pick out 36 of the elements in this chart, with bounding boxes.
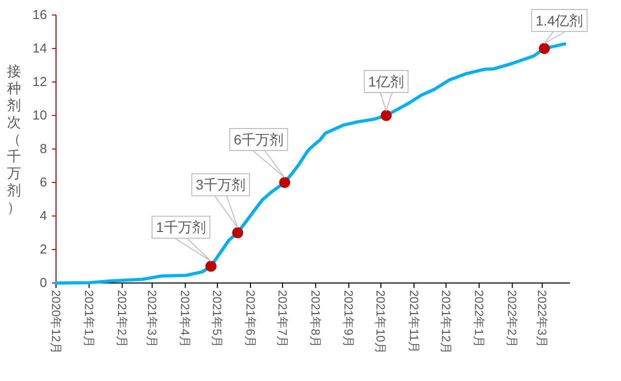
y-tick-label: 2 [40, 242, 47, 257]
annotation: 3千万剂 [196, 176, 246, 193]
annotation: 1.4亿剂 [536, 12, 584, 28]
x-tick-label: 2021年3月 [144, 290, 159, 348]
x-tick-label: 2021年2月 [115, 290, 130, 348]
y-tick-label: 10 [32, 108, 47, 123]
x-tick-label: 2020年12月 [48, 290, 63, 354]
x-tick-label: 2021年1月 [82, 290, 96, 348]
y-tick-label: 12 [32, 74, 47, 90]
point [205, 260, 216, 272]
x-tick-label: 2022年1月 [472, 290, 486, 348]
x-tick-label: 2021年7月 [275, 290, 290, 348]
x-tick-label: 2021年12月 [438, 290, 453, 354]
y-tick-label: 4 [40, 208, 47, 224]
x-tick-label: 2021年6月 [243, 290, 258, 348]
annotation: 6千万剂 [234, 131, 284, 148]
y-tick-label: 14 [32, 40, 47, 56]
y-tick-label: 0 [40, 275, 47, 290]
x-tick-label: 2021年5月 [210, 290, 224, 348]
x-tick-label: 2021年10月 [374, 290, 388, 354]
x-tick-label: 2021年4月 [178, 290, 192, 348]
point [232, 227, 244, 238]
y-tick-label: 8 [40, 141, 47, 156]
text: 接种剂次（千万剂） [7, 62, 21, 215]
point [538, 43, 550, 54]
point [279, 177, 290, 188]
x-tick-label: 2022年3月 [535, 290, 550, 348]
annotation: 1千万剂 [156, 219, 206, 236]
point [380, 110, 392, 121]
annotation: 1亿剂 [368, 73, 404, 90]
y-tick-label: 6 [40, 174, 47, 190]
x-tick-label: 2021年11月 [406, 290, 421, 354]
y-tick-label: 16 [32, 7, 47, 22]
x-tick-label: 2021年8月 [308, 290, 322, 348]
x-tick-label: 2021年9月 [342, 290, 356, 348]
x-tick-label: 2022年2月 [505, 290, 520, 348]
